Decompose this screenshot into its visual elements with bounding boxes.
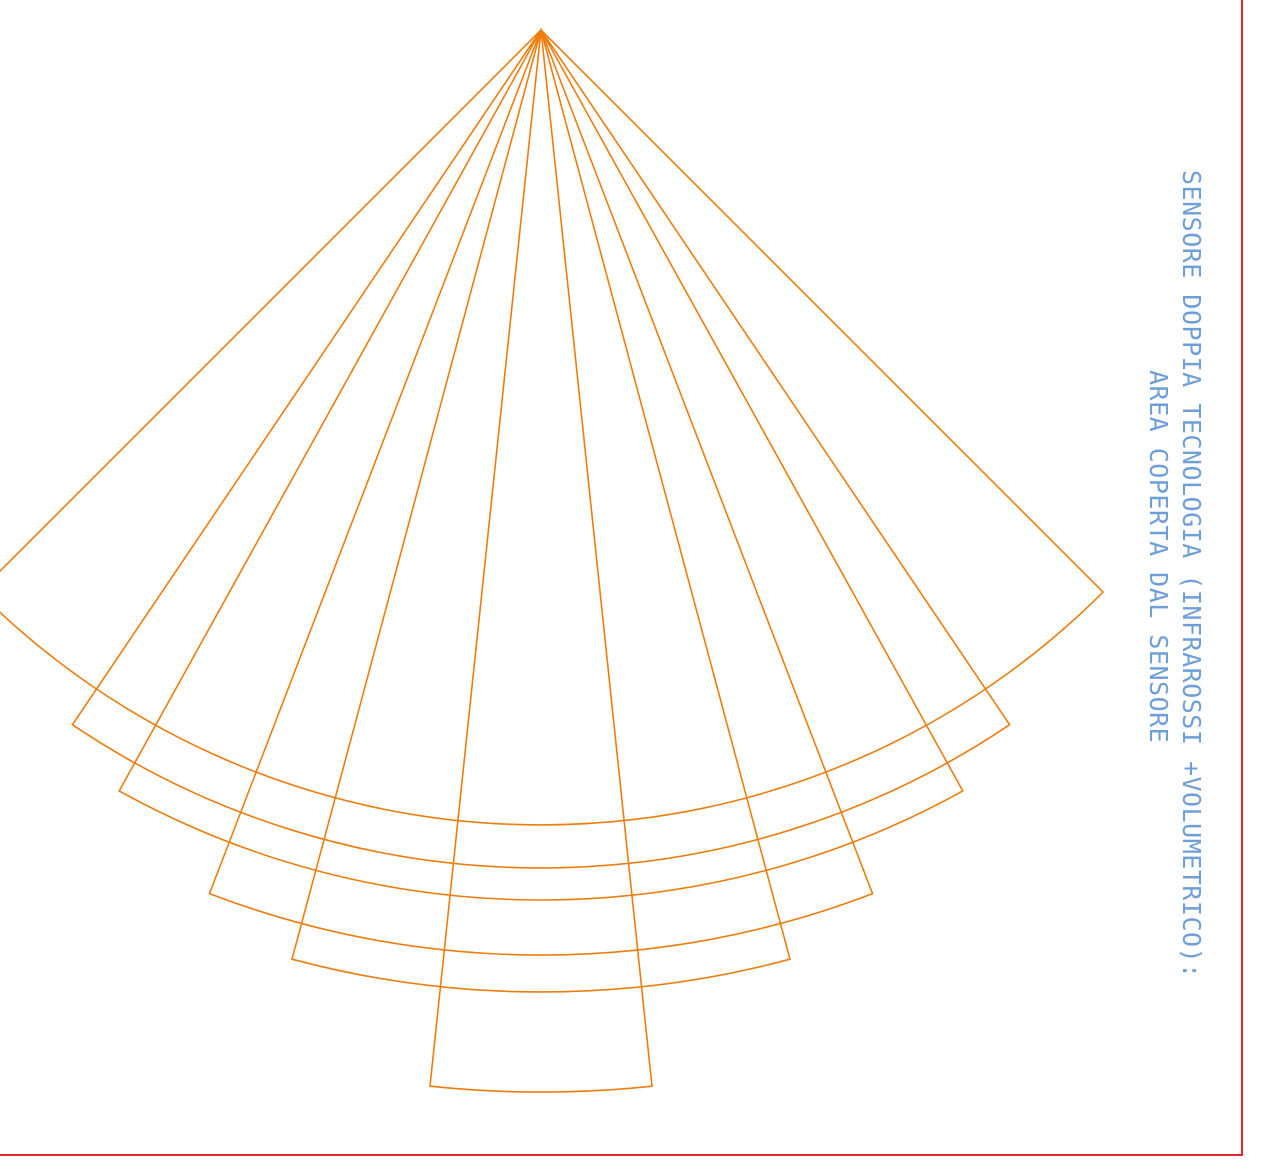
detection-zone-5 bbox=[291, 26, 791, 993]
detection-zone-6 bbox=[429, 29, 653, 1093]
annotation-sub: AREA COPERTA DAL SENSORE bbox=[1144, 370, 1173, 743]
annotation: SENSORE DOPPIA TECNOLOGIA (INFRAROSSI +V… bbox=[1177, 170, 1206, 979]
annotation-title-line-2: AREA COPERTA DAL SENSORE bbox=[1144, 370, 1173, 743]
drawing-frame bbox=[0, 0, 1243, 1156]
detection-zone-2 bbox=[71, 28, 1011, 869]
detection-zone-4 bbox=[208, 27, 874, 956]
detection-zone-3 bbox=[118, 28, 964, 901]
annotation-title-line-1: SENSORE DOPPIA TECNOLOGIA (INFRAROSSI +V… bbox=[1177, 170, 1206, 979]
detection-zone-1 bbox=[0, 28, 1105, 826]
detection-zones bbox=[0, 26, 1105, 1093]
